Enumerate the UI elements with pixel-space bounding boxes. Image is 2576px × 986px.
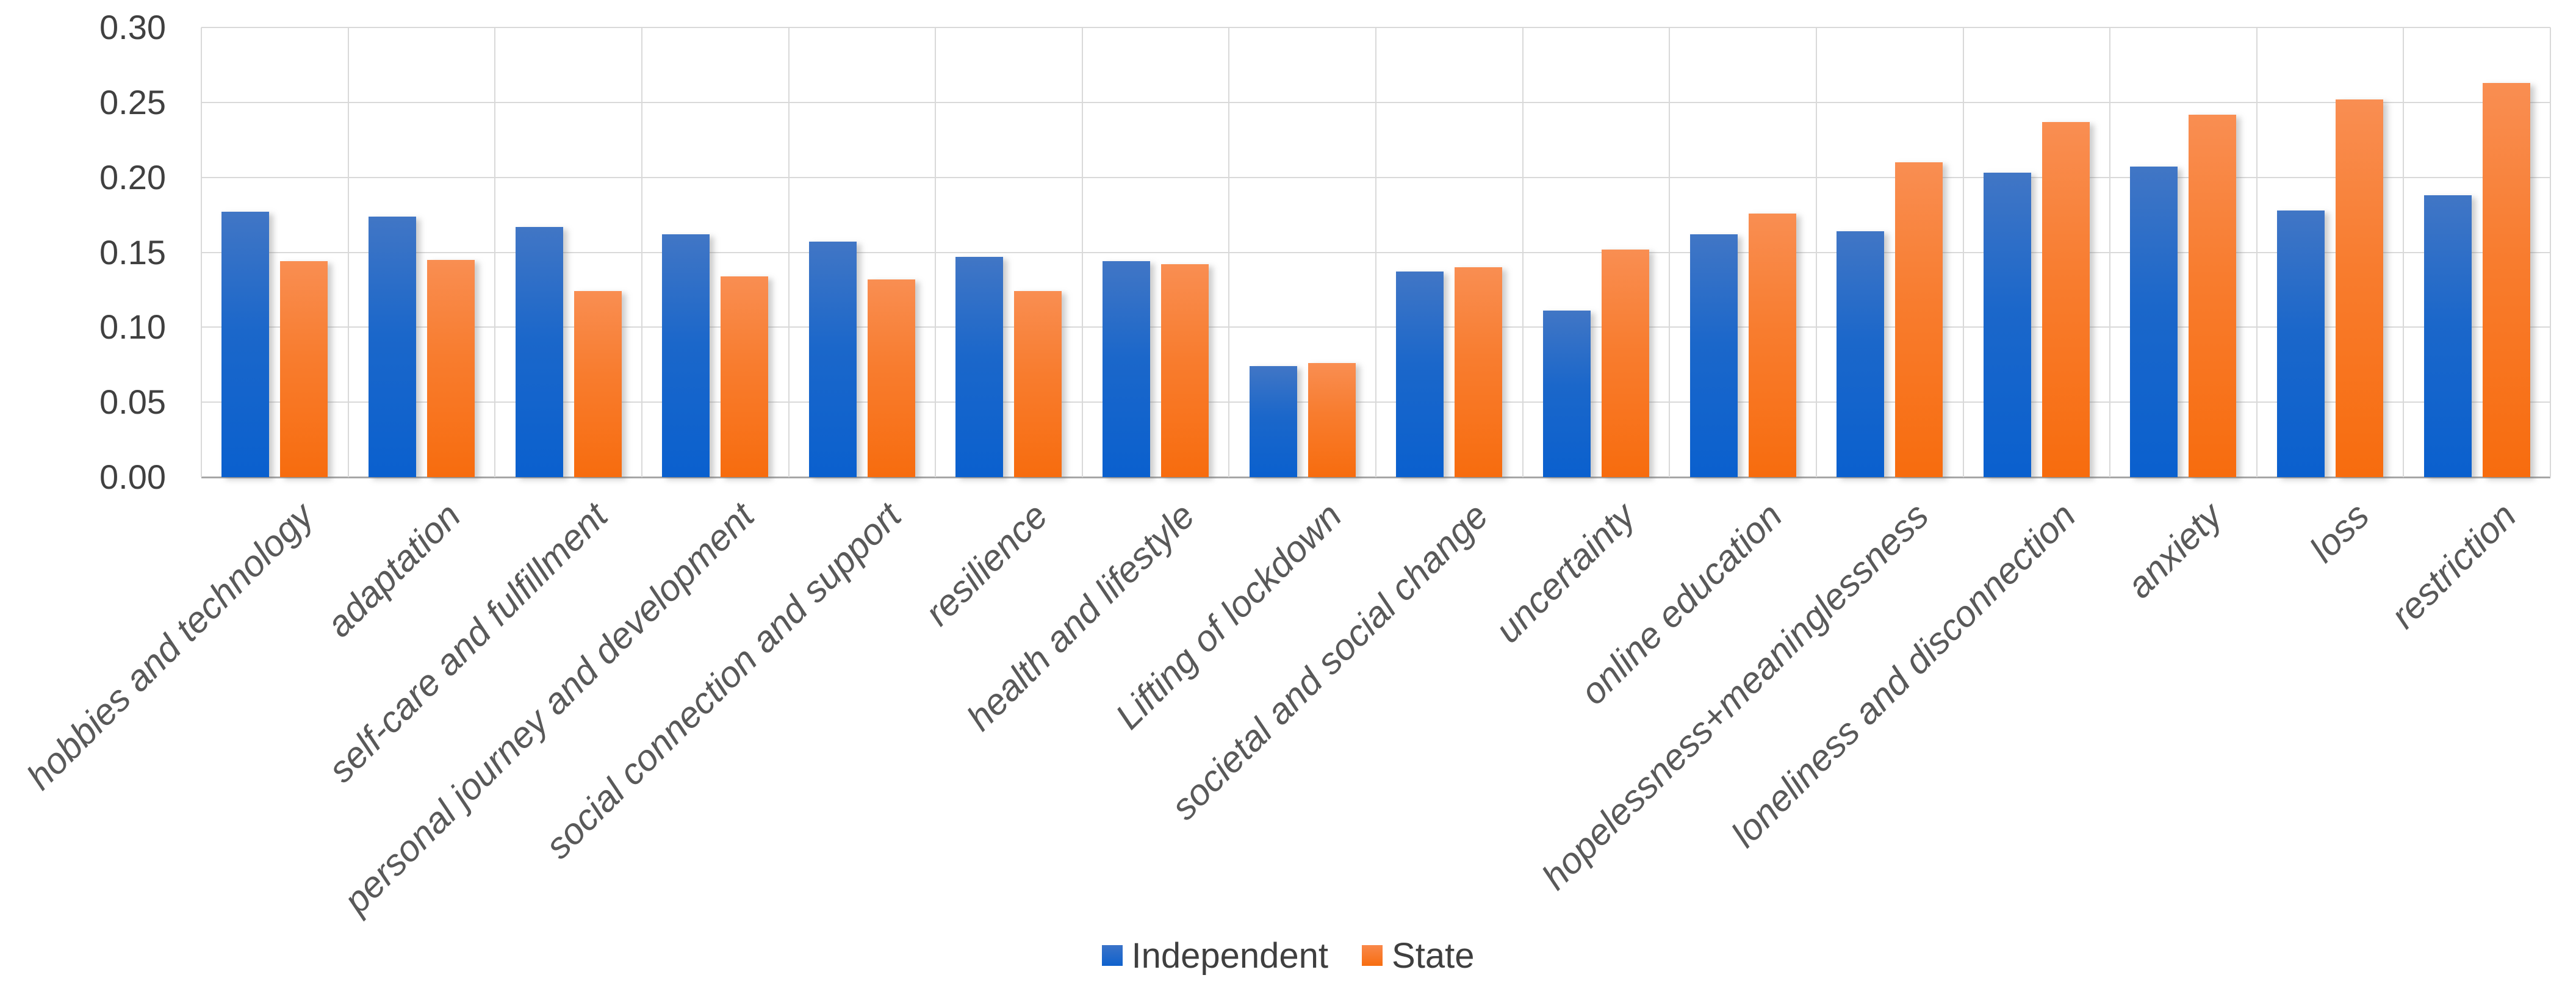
- y-axis-tick-label: 0.15: [99, 232, 166, 272]
- gridline-vertical: [641, 27, 642, 477]
- bar-independent: [1396, 272, 1444, 477]
- legend-label: State: [1392, 935, 1475, 976]
- bar-independent: [368, 216, 416, 477]
- bar-state: [1748, 213, 1796, 477]
- bar-state: [1161, 264, 1209, 477]
- gridline-vertical: [2256, 27, 2258, 477]
- legend-item-state: State: [1362, 935, 1474, 976]
- gridline-vertical: [1522, 27, 1524, 477]
- gridline-vertical: [1669, 27, 1671, 477]
- bar-independent: [1542, 311, 1591, 477]
- legend-swatch-independent: [1101, 945, 1123, 966]
- gridline-vertical: [201, 27, 202, 477]
- legend: Independent State: [0, 932, 2576, 979]
- bar-state: [280, 261, 328, 477]
- bar-independent: [1249, 366, 1297, 477]
- gridline-vertical: [2403, 27, 2405, 477]
- gridline-vertical: [2109, 27, 2111, 477]
- legend-label: Independent: [1131, 935, 1329, 976]
- x-axis-line: [201, 477, 2550, 478]
- bar-independent: [2130, 167, 2178, 477]
- bar-independent: [808, 242, 857, 477]
- bar-independent: [2423, 195, 2472, 477]
- bar-state: [2336, 99, 2384, 477]
- bar-state: [1601, 249, 1649, 477]
- legend-item-independent: Independent: [1101, 935, 1329, 976]
- bar-independent: [515, 226, 563, 477]
- y-axis-tick-label: 0.25: [99, 82, 166, 121]
- y-axis-tick-label: 0.00: [99, 458, 166, 496]
- y-axis-tick-label: 0.05: [99, 383, 166, 422]
- bar-independent: [1103, 261, 1151, 477]
- bar-state: [721, 276, 769, 477]
- bar-state: [2482, 82, 2530, 477]
- bar-independent: [2277, 210, 2325, 477]
- bar-independent: [662, 234, 710, 477]
- x-axis-category-labels: hobbies and technology adaptation self-car…: [19, 495, 2550, 923]
- gridline-vertical: [2550, 27, 2551, 477]
- y-axis-tick-label: 0.10: [99, 308, 166, 347]
- legend-swatch-state: [1362, 945, 1383, 966]
- bar-state: [2189, 114, 2237, 477]
- plot-area: [201, 27, 2551, 478]
- bar-state: [1014, 291, 1062, 477]
- bar-state: [574, 291, 622, 477]
- bar-independent: [1837, 231, 1885, 477]
- bar-state: [1455, 267, 1503, 477]
- gridline-vertical: [1081, 27, 1083, 477]
- gridline-vertical: [1375, 27, 1376, 477]
- bar-independent: [1983, 173, 2031, 477]
- category-label: restriction: [2383, 495, 2524, 636]
- y-axis-tick-label: 0.30: [99, 8, 166, 46]
- bar-state: [1895, 162, 1943, 477]
- gridline-vertical: [1815, 27, 1817, 477]
- bar-independent: [221, 212, 270, 477]
- gridline-vertical: [935, 27, 937, 477]
- gridline-vertical: [347, 27, 349, 477]
- bar-state: [867, 279, 915, 477]
- bar-independent: [1689, 234, 1738, 477]
- gridline-vertical: [1962, 27, 1964, 477]
- y-axis-tick-label: 0.20: [99, 157, 166, 196]
- gridline-vertical: [788, 27, 790, 477]
- bar-state: [2042, 121, 2090, 477]
- gridline-vertical: [1228, 27, 1230, 477]
- gridline-vertical: [494, 27, 496, 477]
- bar-independent: [955, 256, 1004, 477]
- bar-state: [1308, 363, 1356, 477]
- bar-state: [426, 259, 475, 477]
- y-axis: 0.00 0.05 0.10 0.15 0.20 0.25 0.30: [0, 8, 166, 496]
